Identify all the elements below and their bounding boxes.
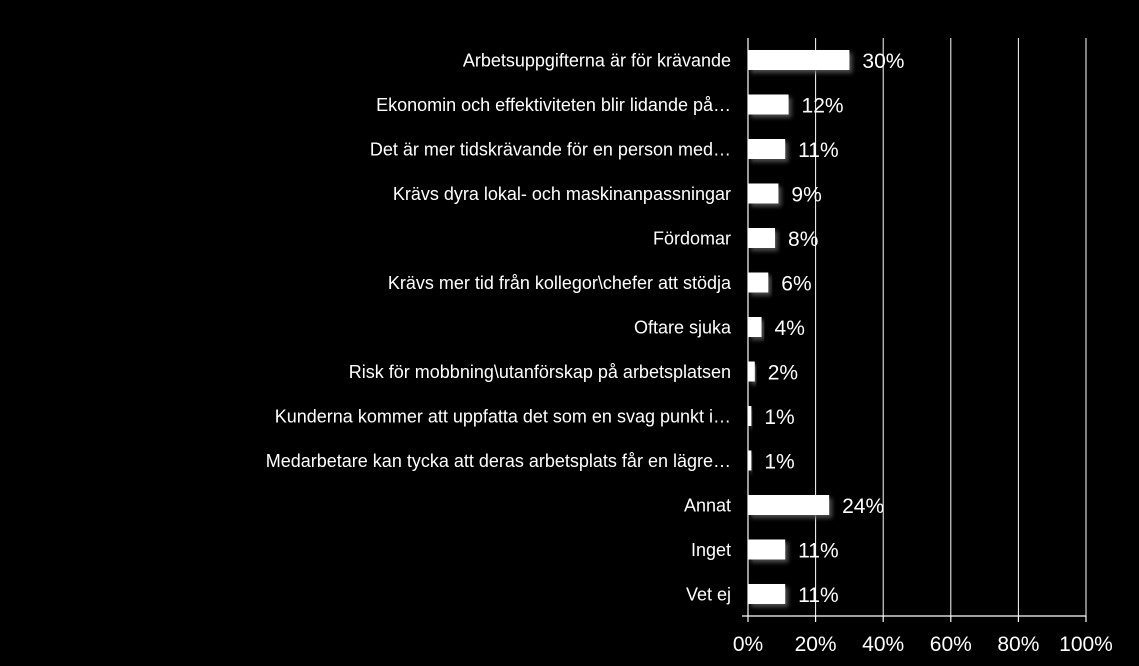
bar xyxy=(748,361,755,382)
category-label: Fördomar xyxy=(653,229,731,249)
data-label: 1% xyxy=(764,451,794,474)
data-label: 24% xyxy=(842,495,884,518)
x-tick-label: 40% xyxy=(862,633,904,656)
bar xyxy=(748,272,769,293)
category-label: Inget xyxy=(691,540,731,560)
data-label: 11% xyxy=(798,139,838,162)
bar xyxy=(748,450,752,471)
bar xyxy=(748,317,762,337)
data-label: 4% xyxy=(775,317,805,340)
category-label: Krävs dyra lokal- och maskinanpassningar xyxy=(393,184,731,204)
value-labels: 30%12%11%9%8%6%4%2%1%1%24%11%11% xyxy=(764,50,904,607)
x-tick-label: 0% xyxy=(733,633,763,656)
bar xyxy=(748,406,752,426)
data-label: 11% xyxy=(798,540,838,563)
category-label: Annat xyxy=(684,496,731,516)
category-label: Kunderna kommer att uppfatta det som en … xyxy=(275,407,731,427)
bar xyxy=(748,228,776,248)
data-label: 8% xyxy=(788,228,818,251)
bar xyxy=(748,50,850,70)
category-label: Arbetsuppgifterna är för krävande xyxy=(463,51,731,71)
x-tick-label: 80% xyxy=(997,633,1039,656)
category-label: Risk för mobbning\utanförskap på arbetsp… xyxy=(349,362,731,382)
data-label: 1% xyxy=(764,406,794,429)
category-label: Vet ej xyxy=(686,585,731,605)
bar xyxy=(748,584,786,604)
category-label: Det är mer tidskrävande för en person me… xyxy=(370,140,731,160)
category-label: Krävs mer tid från kollegor\chefer att s… xyxy=(388,273,732,293)
bar xyxy=(748,139,786,159)
x-tick-label: 100% xyxy=(1059,633,1113,656)
bar xyxy=(748,539,786,560)
data-label: 30% xyxy=(862,50,904,73)
data-label: 12% xyxy=(802,95,844,118)
x-tick-label: 60% xyxy=(930,633,972,656)
data-label: 11% xyxy=(798,584,838,607)
x-tick-labels: 0% 20% 40% 60% 80% 100% xyxy=(733,633,1113,656)
bar xyxy=(748,183,779,204)
bar xyxy=(748,94,789,115)
category-label: Oftare sjuka xyxy=(634,318,732,338)
gridlines xyxy=(815,38,1087,616)
x-tick-label: 20% xyxy=(795,633,837,656)
data-label: 6% xyxy=(781,273,811,296)
bars xyxy=(748,50,850,604)
category-label: Medarbetare kan tycka att deras arbetspl… xyxy=(266,451,731,471)
data-label: 9% xyxy=(791,184,821,207)
data-label: 2% xyxy=(768,362,798,385)
category-labels: Arbetsuppgifterna är för krävande Ekonomi… xyxy=(266,51,732,605)
category-label: Ekonomin och effektiviteten blir lidande… xyxy=(376,95,731,115)
bar xyxy=(748,495,830,515)
